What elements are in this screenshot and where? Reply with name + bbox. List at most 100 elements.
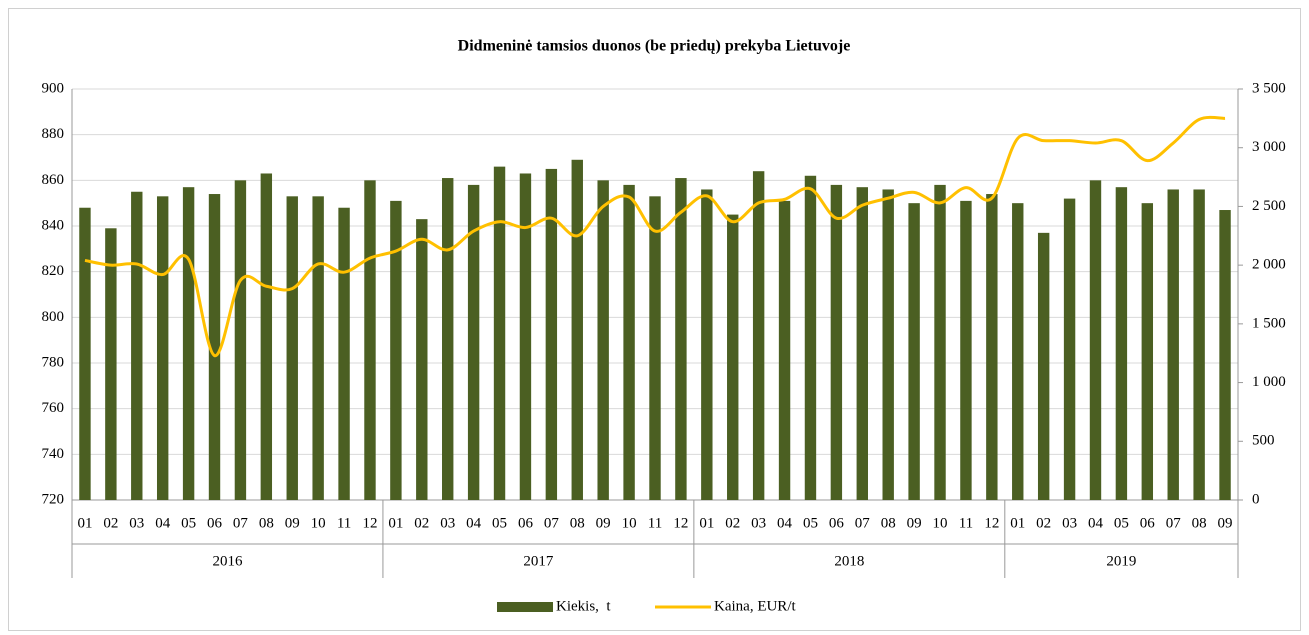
x-tick-label: 04: [1088, 515, 1104, 531]
y2-tick-label: 1 500: [1252, 315, 1286, 331]
bar: [1193, 189, 1205, 500]
y-tick-label: 740: [42, 446, 65, 462]
bar: [1115, 187, 1128, 500]
bar: [234, 180, 247, 501]
x-tick-label: 06: [207, 515, 223, 531]
x-tick-label: 03: [440, 515, 455, 531]
group-label: 2018: [834, 553, 864, 569]
bar: [364, 180, 376, 501]
bar: [156, 196, 169, 501]
x-tick-label: 05: [181, 515, 196, 531]
bar: [623, 184, 635, 500]
legend-label: Kaina, EUR/t: [714, 598, 796, 614]
x-tick-label: 05: [492, 515, 507, 531]
x-tick-label: 01: [1010, 515, 1025, 531]
y2-tick-label: 2 000: [1252, 257, 1286, 273]
bar: [752, 171, 765, 500]
x-tick-label: 03: [1062, 515, 1077, 531]
bar: [105, 228, 117, 501]
bar: [442, 178, 454, 501]
bar: [338, 207, 350, 500]
bar: [649, 196, 661, 501]
x-tick-label: 08: [881, 515, 896, 531]
bar: [830, 184, 843, 500]
bar: [1167, 189, 1179, 500]
y2-tick-label: 1 000: [1252, 374, 1286, 390]
legend-label: Kiekis, t: [556, 598, 611, 614]
x-tick-label: 07: [233, 515, 249, 531]
bar: [1089, 180, 1102, 501]
bar: [934, 184, 946, 500]
line: [84, 115, 1226, 358]
group-label: 2017: [523, 553, 554, 569]
bar: [79, 207, 91, 500]
x-tick-label: 02: [1036, 515, 1051, 531]
x-tick-label: 09: [1218, 515, 1233, 531]
y-tick-label: 880: [42, 126, 65, 142]
x-tick-label: 08: [570, 515, 585, 531]
x-tick-label: 04: [466, 515, 482, 531]
y2-tick-label: 500: [1252, 433, 1275, 449]
x-tick-label: 12: [984, 515, 999, 531]
x-tick-label: 08: [1192, 515, 1207, 531]
group-label: 2019: [1106, 553, 1136, 569]
x-tick-label: 10: [311, 515, 326, 531]
x-tick-label: 09: [285, 515, 300, 531]
x-tick-label: 09: [907, 515, 922, 531]
y2-tick-label: 3 500: [1252, 80, 1286, 96]
bar: [131, 191, 143, 500]
y-tick-label: 860: [42, 172, 65, 188]
x-tick-label: 11: [959, 515, 973, 531]
legend-swatch: [497, 602, 553, 612]
y-tick-label: 900: [42, 80, 65, 96]
bar: [1141, 203, 1154, 500]
x-tick-label: 09: [596, 515, 611, 531]
y-tick-label: 800: [42, 309, 65, 325]
x-tick-label: 08: [259, 515, 274, 531]
y2-tick-label: 2 500: [1252, 198, 1286, 214]
x-tick-label: 12: [673, 515, 688, 531]
x-tick-label: 10: [622, 515, 637, 531]
x-tick-label: 07: [544, 515, 560, 531]
bar: [416, 219, 428, 500]
x-tick-label: 02: [103, 515, 118, 531]
bar: [260, 173, 273, 500]
bar: [286, 196, 298, 501]
x-tick-label: 05: [803, 515, 818, 531]
bar: [571, 159, 583, 501]
bar: [778, 200, 791, 500]
bar: [1012, 203, 1024, 500]
y-tick-label: 780: [42, 354, 65, 370]
x-tick-label: 02: [414, 515, 429, 531]
bar: [675, 178, 687, 501]
x-tick-label: 03: [751, 515, 766, 531]
bar: [1037, 232, 1050, 500]
bar: [1219, 210, 1231, 500]
x-tick-label: 01: [388, 515, 403, 531]
y-tick-label: 820: [42, 263, 65, 279]
x-tick-label: 01: [77, 515, 92, 531]
bar: [493, 166, 506, 500]
bar: [882, 189, 894, 500]
x-tick-label: 02: [725, 515, 740, 531]
bar: [701, 189, 713, 500]
bar: [856, 187, 868, 500]
x-tick-label: 04: [777, 515, 793, 531]
group-label: 2016: [212, 553, 243, 569]
y-tick-label: 840: [42, 217, 65, 233]
x-tick-label: 03: [129, 515, 144, 531]
y2-tick-label: 0: [1252, 491, 1260, 507]
x-tick-label: 06: [1140, 515, 1156, 531]
y-tick-label: 760: [42, 400, 65, 416]
bar: [467, 184, 480, 500]
x-tick-label: 01: [699, 515, 714, 531]
bar: [597, 180, 609, 501]
y-tick-label: 720: [42, 491, 65, 507]
x-tick-label: 06: [518, 515, 534, 531]
y2-tick-label: 3 000: [1252, 139, 1286, 155]
bar: [908, 203, 920, 500]
x-tick-label: 11: [337, 515, 351, 531]
bar: [727, 214, 739, 501]
bar: [960, 200, 972, 500]
bar: [182, 187, 195, 500]
